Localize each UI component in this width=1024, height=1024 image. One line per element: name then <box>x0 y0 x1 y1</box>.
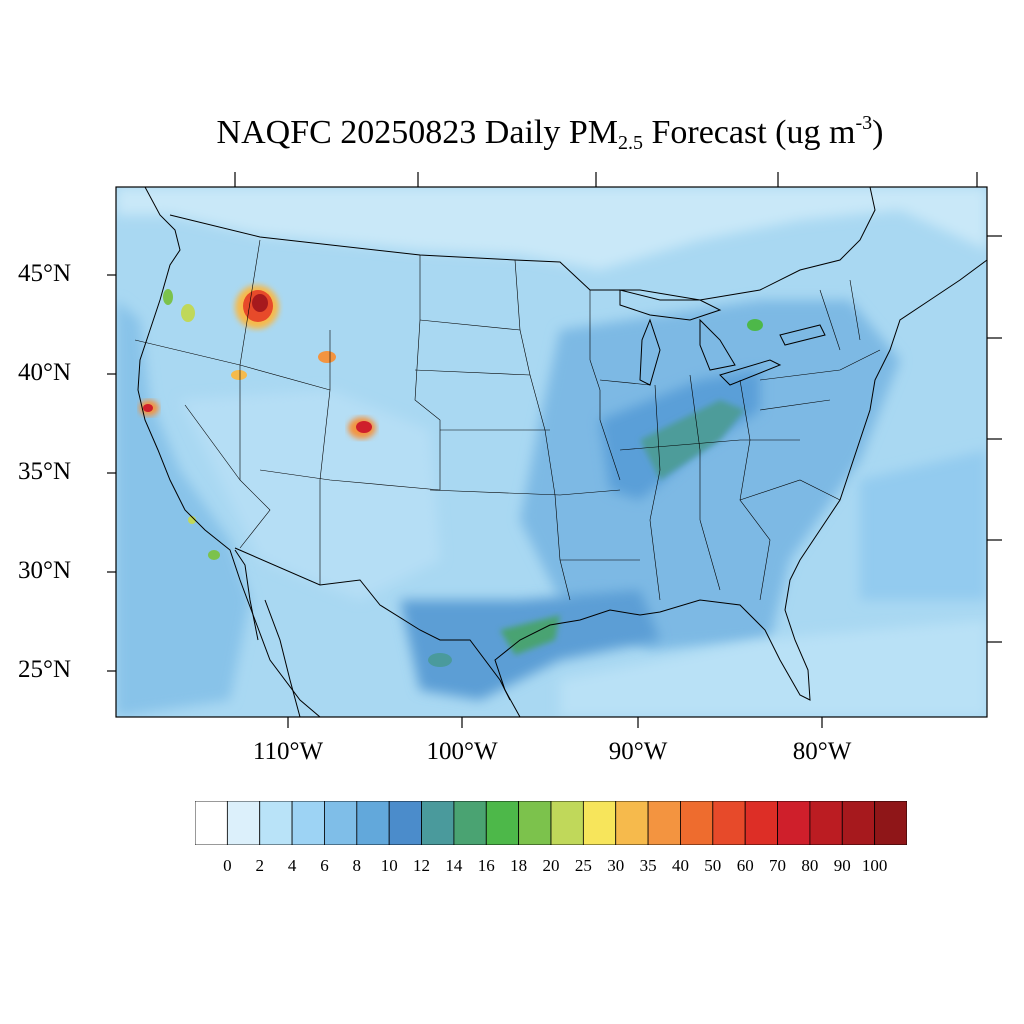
page-title: NAQFC 20250823 Daily PM2.5 Forecast (ug … <box>0 112 1024 155</box>
colorbar-swatch <box>453 801 487 845</box>
title-superscript: -3 <box>855 112 873 134</box>
colorbar-swatch <box>744 801 778 845</box>
colorbar-tick-label: 50 <box>704 856 722 875</box>
title-subscript: 2.5 <box>617 132 643 154</box>
lake-michigan <box>639 318 661 386</box>
map-field <box>116 187 987 717</box>
lake-superior <box>619 289 722 321</box>
title-main-text: NAQFC 20250823 Daily PM <box>216 114 618 151</box>
axis-ticks <box>107 172 1002 728</box>
lake-ontario <box>779 324 826 346</box>
colorbar-tick-label: 12 <box>413 856 430 875</box>
shade-northern-light <box>116 187 987 270</box>
colorbar-tick-label: 60 <box>736 856 754 875</box>
lon-label-110w: 110°W <box>252 738 324 765</box>
colorbar <box>195 801 907 845</box>
colorbar-swatch <box>841 801 876 845</box>
colorbar-tick-label: 4 <box>287 856 297 875</box>
lake-erie <box>719 359 782 386</box>
colorbar-tick-label: 16 <box>477 856 495 875</box>
map-frame <box>115 186 988 718</box>
colorbar-tick-label: 10 <box>380 856 398 875</box>
lat-label-40: 40°N <box>18 359 72 386</box>
colorbar-swatch <box>647 801 681 845</box>
fire-hotspots <box>139 285 763 667</box>
colorbar-swatch <box>226 801 261 845</box>
colorbar-swatch <box>680 801 714 845</box>
lon-label-80w: 80°W <box>792 738 852 765</box>
colorbar-tick-label: 6 <box>320 856 329 875</box>
colorbar-swatch <box>615 801 649 845</box>
baja-coast <box>234 549 259 641</box>
coastlines-and-borders <box>137 187 987 717</box>
colorbar-tick-label: 80 <box>801 856 819 875</box>
colorbar-tick-label: 30 <box>607 856 625 875</box>
colorbar-tick-label: 25 <box>574 856 592 875</box>
colorbar-swatch <box>809 801 843 845</box>
colorbar-tick-label: 90 <box>833 856 851 875</box>
colorbar-swatch <box>518 801 552 845</box>
colorbar-swatch <box>582 801 617 845</box>
colorbar-swatch <box>324 801 358 845</box>
gulf-and-east-coast <box>494 259 987 717</box>
shade-southwest <box>180 390 440 600</box>
lat-label-45: 45°N <box>18 260 72 287</box>
colorbar-tick-label: 8 <box>352 856 362 875</box>
lat-label-25: 25°N <box>18 656 72 683</box>
lake-huron <box>699 318 736 371</box>
shade-ohio-valley-core <box>640 400 745 480</box>
shade-atlantic <box>860 450 987 600</box>
colorbar-swatch <box>388 801 422 845</box>
colorbar-tick-label: 14 <box>445 856 463 875</box>
colorbar-swatch <box>195 801 228 845</box>
us-canada-border <box>169 187 876 301</box>
colorbar-swatch <box>712 801 746 845</box>
colorbar-tick-label: 35 <box>639 856 657 875</box>
lat-label-30: 30°N <box>18 557 72 584</box>
colorbar-swatch <box>874 801 907 845</box>
colorbar-tick-label: 18 <box>510 856 528 875</box>
us-mexico-border <box>234 547 511 701</box>
state-boundaries <box>134 239 881 601</box>
colorbar-tick-label: 2 <box>255 856 264 875</box>
lat-label-35: 35°N <box>18 458 72 485</box>
colorbar-tick-label: 70 <box>769 856 786 875</box>
mexico-west-coast <box>264 599 301 717</box>
colorbar-tick-label: 100 <box>861 856 888 875</box>
colorbar-swatch <box>550 801 584 845</box>
title-units-text: Forecast (ug m <box>642 114 856 151</box>
colorbar-swatch <box>485 801 520 845</box>
colorbar-tick-label: 20 <box>542 856 560 875</box>
colorbar-swatch <box>421 801 455 845</box>
colorbar-swatch <box>291 801 325 845</box>
title-close-paren: ) <box>872 114 884 151</box>
shade-gulf-sea <box>560 620 987 717</box>
colorbar-swatch <box>356 801 390 845</box>
lon-label-100w: 100°W <box>426 738 498 765</box>
colorbar-tick-label: 40 <box>672 856 689 875</box>
colorbar-swatch <box>777 801 811 845</box>
shade-east <box>520 300 900 650</box>
colorbar-swatch <box>259 801 293 845</box>
lon-label-90w: 90°W <box>608 738 668 765</box>
colorbar-tick-label: 0 <box>223 856 232 875</box>
